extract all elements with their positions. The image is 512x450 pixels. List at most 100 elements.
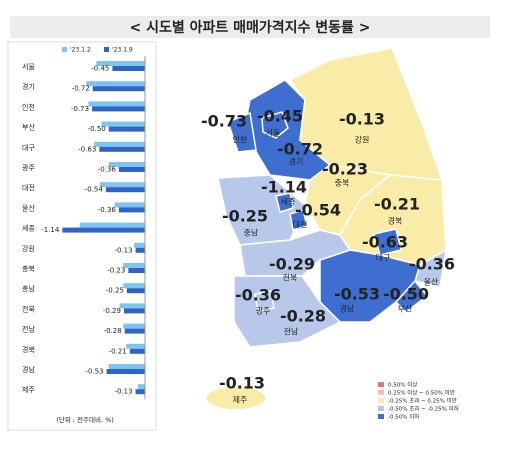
bar bbox=[106, 369, 145, 374]
bar bbox=[108, 364, 145, 369]
value-label: -0.36 bbox=[98, 206, 117, 214]
y-tick-label: 세종 bbox=[22, 224, 35, 233]
region-value: -0.45 bbox=[257, 107, 303, 126]
bar bbox=[86, 81, 145, 87]
value-label: -0.28 bbox=[104, 327, 122, 335]
map-region bbox=[289, 209, 308, 231]
region-value: -0.25 bbox=[222, 207, 268, 226]
bar bbox=[108, 126, 145, 132]
value-label: -0.21 bbox=[109, 347, 127, 355]
bar bbox=[124, 328, 145, 334]
y-tick-label: 강원 bbox=[22, 244, 35, 253]
value-label: -0.29 bbox=[103, 307, 121, 315]
y-tick-label: 광주 bbox=[22, 164, 35, 172]
bar bbox=[108, 162, 145, 167]
value-label: -0.13 bbox=[114, 388, 132, 396]
map-region bbox=[205, 385, 267, 411]
y-tick-label: 전북 bbox=[22, 304, 35, 313]
bar bbox=[92, 86, 145, 92]
value-label: -0.72 bbox=[72, 85, 90, 93]
title: < 시도별 아파트 매매가격지수 변동률 > bbox=[129, 19, 370, 36]
map-legend-label: -0.50% 초과 ~ -0.25% 이하 bbox=[388, 405, 459, 413]
bar-panel bbox=[7, 41, 157, 431]
value-label: -0.50 bbox=[88, 125, 106, 133]
bar bbox=[119, 303, 145, 309]
map-legend-swatch bbox=[378, 398, 384, 403]
bar bbox=[105, 187, 145, 193]
bar bbox=[118, 167, 145, 172]
region-value: -1.14 bbox=[261, 178, 307, 197]
y-tick-label: 대구 bbox=[22, 144, 35, 152]
y-tick-label: 울산 bbox=[22, 203, 35, 212]
y-tick-label: 경북 bbox=[22, 345, 35, 354]
region-name: 대전 bbox=[293, 220, 308, 230]
bar bbox=[123, 323, 145, 329]
map-region bbox=[227, 111, 257, 153]
map-region bbox=[261, 111, 289, 139]
region-value: -0.36 bbox=[235, 286, 281, 305]
bar bbox=[62, 227, 145, 233]
bar bbox=[129, 348, 145, 354]
title-banner bbox=[10, 16, 490, 38]
bar bbox=[123, 263, 145, 268]
region-value: -0.36 bbox=[409, 255, 455, 274]
bar bbox=[123, 283, 145, 289]
map-legend-swatch bbox=[378, 406, 384, 411]
legend-label: '23.1.2 bbox=[70, 47, 91, 54]
region-value: -0.54 bbox=[295, 201, 341, 220]
unit-note: (단위 : 전주대비, %) bbox=[56, 415, 114, 424]
region-name: 충남 bbox=[244, 229, 259, 238]
y-tick-label: 경남 bbox=[22, 365, 35, 374]
region-name: 전북 bbox=[283, 273, 298, 283]
bar bbox=[96, 61, 145, 66]
region-name: 인천 bbox=[233, 135, 248, 145]
map-legend-label: 0.25% 이상 ~ 0.50% 미만 bbox=[388, 389, 455, 397]
region-value: -0.73 bbox=[201, 112, 247, 131]
bar bbox=[99, 146, 145, 152]
legend-swatch bbox=[62, 47, 67, 52]
y-tick-label: 전남 bbox=[22, 325, 35, 334]
region-name: 서울 bbox=[266, 129, 281, 138]
region-name: 경기 bbox=[289, 157, 304, 167]
y-tick-label: 인천 bbox=[22, 102, 35, 111]
y-tick-label: 서울 bbox=[22, 62, 35, 71]
region-name: 전남 bbox=[284, 327, 299, 337]
region-value: -0.28 bbox=[280, 307, 326, 326]
bar bbox=[112, 66, 145, 71]
region-name: 강원 bbox=[355, 135, 370, 145]
region-value: -0.72 bbox=[277, 140, 323, 159]
region-value: -0.13 bbox=[339, 110, 385, 129]
map-legend-swatch bbox=[378, 390, 384, 395]
region-name: 광주 bbox=[256, 306, 271, 316]
value-label: -0.36 bbox=[98, 166, 117, 174]
y-tick-label: 충북 bbox=[22, 264, 35, 273]
bar bbox=[92, 106, 145, 112]
y-tick-label: 제주 bbox=[22, 386, 35, 394]
bar bbox=[126, 343, 145, 349]
region-value: -0.21 bbox=[374, 195, 420, 214]
y-tick-label: 대전 bbox=[22, 183, 35, 192]
bar bbox=[123, 308, 145, 314]
map-legend-swatch bbox=[378, 382, 384, 387]
region-value: -0.53 bbox=[334, 285, 380, 304]
region-value: -0.50 bbox=[383, 285, 429, 304]
region-name: 경남 bbox=[340, 304, 355, 314]
region-name: 경북 bbox=[388, 216, 403, 226]
region-value: -0.13 bbox=[219, 374, 265, 393]
legend-label: '23.1.9 bbox=[112, 47, 133, 54]
region-name: 충북 bbox=[335, 179, 350, 188]
map-region bbox=[254, 290, 275, 312]
map-region bbox=[275, 192, 294, 213]
map-region bbox=[373, 228, 402, 256]
bar bbox=[88, 101, 145, 107]
value-label: -0.25 bbox=[106, 287, 124, 295]
bar bbox=[118, 207, 145, 213]
bar bbox=[137, 384, 145, 390]
value-label: -0.13 bbox=[114, 246, 132, 254]
region-value: -0.63 bbox=[362, 233, 408, 252]
value-label: -0.53 bbox=[85, 368, 103, 376]
value-label: -0.54 bbox=[85, 186, 104, 194]
bar bbox=[79, 222, 145, 228]
bar bbox=[126, 288, 145, 294]
